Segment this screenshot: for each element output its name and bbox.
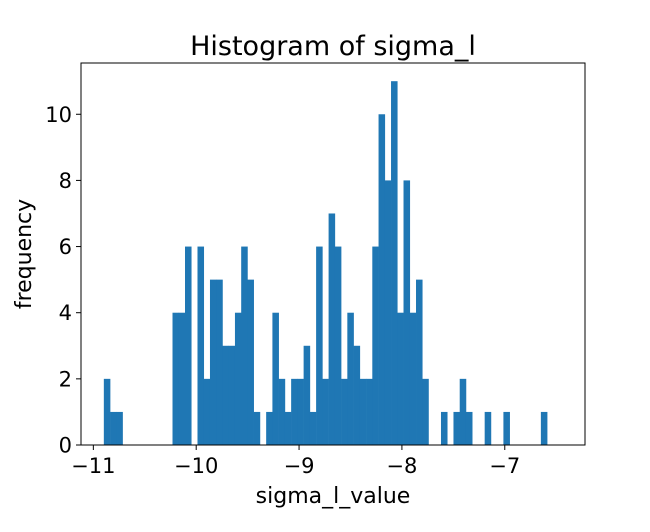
histogram-bar	[484, 411, 492, 445]
histogram-bar	[328, 213, 336, 445]
histogram-bar	[185, 246, 192, 445]
histogram-bar	[291, 378, 298, 445]
histogram-bar	[222, 345, 229, 445]
histogram-bar	[216, 279, 223, 445]
histogram-bar	[347, 312, 354, 445]
histogram-bar	[359, 378, 367, 445]
histogram-bar	[422, 378, 429, 445]
histogram-bar	[334, 246, 342, 445]
y-tick-label: 2	[59, 367, 72, 391]
histogram-bar	[241, 246, 248, 445]
histogram-bar	[172, 312, 180, 445]
y-tick-label: 10	[45, 103, 72, 127]
bars-layer	[103, 81, 548, 445]
histogram-bar	[178, 312, 186, 445]
histogram-bar	[403, 180, 411, 445]
histogram-bar	[309, 411, 317, 445]
histogram-bar	[453, 411, 461, 445]
y-tick-label: 8	[59, 169, 72, 193]
histogram-bar	[209, 279, 217, 445]
histogram-bar	[103, 378, 111, 445]
histogram-bar	[303, 345, 311, 445]
x-tick-label: −7	[489, 454, 520, 478]
histogram-bar	[372, 246, 379, 445]
x-axis-label: sigma_l_value	[256, 484, 411, 509]
x-tick-label: −10	[174, 454, 218, 478]
histogram-bar	[503, 411, 510, 445]
histogram-bar	[397, 312, 404, 445]
histogram-bar	[409, 312, 417, 445]
y-tick-label: 6	[59, 235, 72, 259]
histogram-bar	[253, 411, 261, 445]
histogram-bar	[391, 81, 398, 445]
histogram-bar	[341, 378, 348, 445]
x-tick-label: −9	[284, 454, 315, 478]
histogram-bar	[366, 378, 373, 445]
histogram-bar	[284, 411, 292, 445]
y-axis-label: frequency	[12, 199, 37, 309]
histogram-bar	[540, 411, 548, 445]
histogram-bar	[459, 378, 467, 445]
histogram-bar	[322, 378, 329, 445]
x-tick-label: −11	[71, 454, 115, 478]
histogram-bar	[384, 180, 392, 445]
histogram-bar	[297, 378, 304, 445]
histogram-bar	[353, 345, 361, 445]
x-tick-label: −8	[386, 454, 417, 478]
histogram-bar	[110, 411, 117, 445]
histogram-bar	[197, 246, 205, 445]
plot-frame	[80, 62, 586, 446]
histogram-bar	[266, 411, 273, 445]
histogram-bar	[316, 246, 323, 445]
histogram-bar	[378, 114, 386, 445]
histogram-bar	[278, 378, 286, 445]
y-tick-label: 4	[59, 301, 72, 325]
histogram-bar	[116, 411, 123, 445]
histogram-bar	[416, 279, 423, 445]
y-tick-label: 0	[59, 434, 72, 458]
histogram-bar	[272, 312, 279, 445]
histogram-bar	[465, 411, 473, 445]
ticks-layer: −11 −10 −9 −8 −7 0 2 4 6 8 10	[45, 103, 520, 478]
histogram-bar	[234, 312, 242, 445]
histogram-bar	[247, 279, 254, 445]
chart-title: Histogram of sigma_l	[190, 31, 476, 62]
histogram-bar	[440, 411, 448, 445]
histogram-bar	[228, 345, 236, 445]
histogram-bar	[203, 378, 211, 445]
